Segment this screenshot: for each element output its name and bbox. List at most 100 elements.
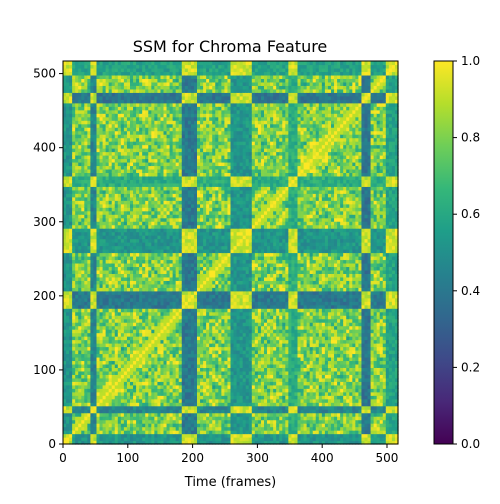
heatmap-cell — [169, 280, 174, 285]
heatmap-cell — [148, 78, 152, 83]
heatmap-cell — [193, 252, 198, 257]
heatmap-cell — [105, 423, 110, 428]
heatmap-cell — [99, 374, 104, 379]
heatmap-cell — [123, 339, 128, 344]
heatmap-cell — [126, 224, 131, 229]
heatmap-cell — [190, 423, 195, 428]
heatmap-cell — [166, 409, 171, 414]
heatmap-cell — [105, 252, 110, 257]
heatmap-cell — [136, 221, 140, 226]
heatmap-cell — [72, 144, 76, 149]
heatmap-cell — [151, 395, 155, 400]
heatmap-cell — [96, 336, 101, 341]
heatmap-cell — [145, 245, 149, 250]
heatmap-cell — [178, 356, 183, 362]
heatmap-cell — [139, 273, 143, 278]
heatmap-cell — [197, 221, 201, 226]
heatmap-cell — [93, 409, 98, 414]
heatmap-cell — [187, 228, 192, 233]
heatmap-cell — [123, 175, 128, 180]
heatmap-cell — [178, 266, 183, 271]
heatmap-cell — [154, 346, 159, 351]
heatmap-cell — [111, 360, 116, 365]
heatmap-cell — [133, 287, 137, 292]
heatmap-cell — [157, 322, 162, 327]
heatmap-cell — [63, 252, 67, 257]
heatmap-cell — [154, 412, 159, 417]
heatmap-cell — [84, 92, 88, 97]
heatmap-cell — [120, 148, 125, 153]
heatmap-cell — [105, 85, 110, 90]
heatmap-cell — [108, 203, 113, 208]
heatmap-cell — [133, 99, 137, 104]
heatmap-cell — [126, 426, 131, 431]
heatmap-cell — [126, 85, 131, 90]
heatmap-cell — [75, 294, 79, 299]
heatmap-cell — [187, 130, 192, 135]
heatmap-cell — [200, 322, 204, 327]
heatmap-cell — [151, 179, 155, 184]
heatmap-cell — [126, 405, 131, 410]
heatmap-cell — [139, 137, 143, 142]
heatmap-cell — [166, 419, 171, 424]
heatmap-cell — [63, 297, 67, 302]
heatmap-cell — [111, 356, 116, 362]
heatmap-cell — [126, 273, 131, 278]
heatmap-cell — [120, 276, 125, 281]
heatmap-cell — [117, 144, 122, 149]
heatmap-cell — [139, 363, 143, 368]
heatmap-cell — [96, 186, 101, 191]
heatmap-cell — [87, 315, 92, 320]
heatmap-cell — [114, 214, 119, 219]
heatmap-cell — [175, 189, 180, 194]
heatmap-cell — [72, 252, 76, 257]
heatmap-cell — [178, 315, 183, 320]
heatmap-cell — [105, 74, 110, 80]
heatmap-cell — [69, 318, 73, 323]
heatmap-cell — [75, 356, 79, 362]
heatmap-cell — [145, 287, 149, 292]
heatmap-cell — [157, 381, 162, 386]
heatmap-cell — [66, 134, 70, 139]
heatmap-cell — [178, 200, 183, 205]
heatmap-cell — [197, 308, 201, 313]
heatmap-cell — [87, 343, 92, 348]
heatmap-cell — [87, 224, 92, 229]
heatmap-cell — [123, 210, 128, 215]
heatmap-cell — [99, 304, 104, 309]
heatmap-cell — [148, 409, 152, 414]
heatmap-cell — [105, 346, 110, 351]
heatmap-cell — [145, 120, 149, 125]
heatmap-cell — [133, 172, 137, 177]
heatmap-cell — [75, 92, 79, 97]
heatmap-cell — [178, 238, 183, 243]
heatmap-cell — [172, 238, 177, 243]
heatmap-cell — [148, 61, 152, 66]
heatmap-cell — [87, 395, 92, 400]
heatmap-cell — [72, 374, 76, 379]
heatmap-cell — [187, 242, 192, 247]
heatmap-cell — [193, 141, 198, 146]
heatmap-cell — [84, 95, 88, 100]
heatmap-cell — [130, 95, 134, 100]
heatmap-cell — [163, 419, 168, 424]
heatmap-cell — [166, 249, 171, 254]
heatmap-cell — [169, 332, 174, 337]
heatmap-cell — [169, 395, 174, 400]
heatmap-cell — [154, 262, 159, 268]
heatmap-cell — [72, 148, 76, 153]
heatmap-cell — [69, 269, 73, 274]
heatmap-cell — [78, 381, 82, 386]
heatmap-cell — [172, 343, 177, 348]
heatmap-cell — [111, 384, 116, 389]
heatmap-cell — [99, 85, 104, 90]
heatmap-cell — [169, 228, 174, 233]
heatmap-cell — [69, 242, 73, 247]
heatmap-cell — [120, 409, 125, 414]
heatmap-cell — [184, 346, 189, 351]
heatmap-cell — [96, 210, 101, 215]
heatmap-cell — [81, 297, 85, 302]
heatmap-cell — [123, 193, 128, 198]
heatmap-cell — [69, 130, 73, 135]
heatmap-cell — [90, 360, 95, 365]
